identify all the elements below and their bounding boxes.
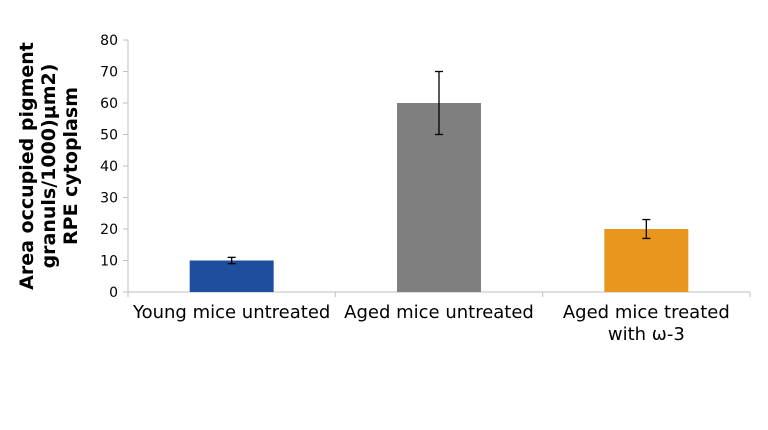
y-tick-label: 50 [100,128,118,144]
y-axis-ticks: 0 10 20 30 40 50 60 70 80 [100,33,128,301]
y-axis-title: Area occupied pigment granuls/1000)μm2) RP… [16,42,82,290]
error-bars [227,70,651,265]
category-label-line: Aged mice untreated [344,302,534,323]
bar [604,229,689,292]
category-label-line: Young mice untreated [132,302,330,323]
y-tick-label: 40 [100,159,118,175]
y-tick-label: 60 [100,96,118,112]
y-tick-label: 0 [109,285,118,301]
x-axis-ticks [127,292,751,297]
y-axis-title-line: RPE cytoplasm [60,87,82,245]
bar [189,260,274,292]
error-bar [227,256,236,265]
y-tick-label: 30 [100,191,118,207]
error-bar [435,70,443,136]
y-tick-label: 80 [100,33,118,49]
category-label: Young mice untreated [132,302,330,323]
category-labels: Young mice untreated Aged mice untreated A… [132,302,730,345]
y-tick-label: 70 [100,65,118,81]
y-tick-label: 10 [100,254,118,270]
bar-series [189,103,689,292]
category-label-line: with ω-3 [608,324,685,345]
category-label: Aged mice untreated [344,302,534,323]
y-axis-title-line: Area occupied pigment [16,42,38,290]
error-bar [642,218,651,240]
y-tick-label: 20 [100,222,118,238]
y-axis-title-line: granuls/1000)μm2) [38,64,60,269]
category-label-line: Aged mice treated [563,302,730,323]
category-label: Aged mice treated with ω-3 [563,302,730,345]
